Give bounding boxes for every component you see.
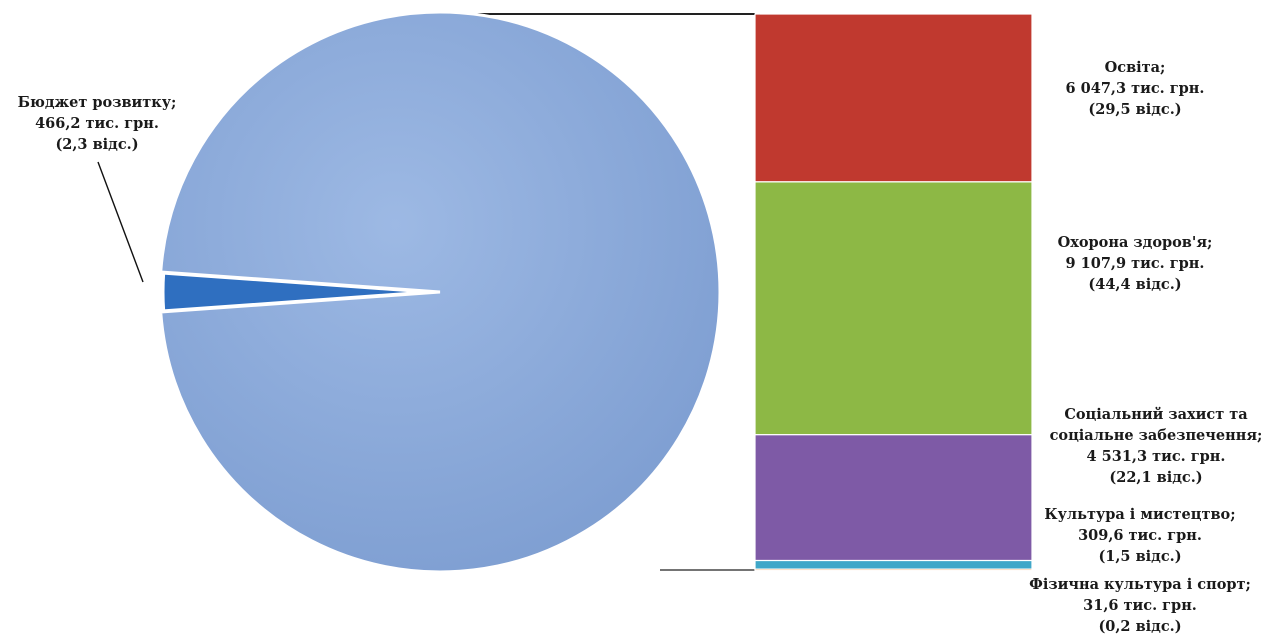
breakdown-bar: [754, 13, 1033, 572]
budget-leader-line: [97, 161, 144, 283]
label-budget-development: Бюджет розвитку; 466,2 тис. грн. (2,3 ві…: [2, 92, 192, 155]
label-value: 9 107,9 тис. грн.: [1065, 255, 1205, 272]
bar-segment-1: [754, 181, 1033, 436]
bar-segment-2: [754, 434, 1033, 562]
label-text: Охорона здоров'я;: [1057, 234, 1213, 251]
pie-slice-main: [159, 10, 722, 574]
pie: [159, 10, 722, 574]
label-text: Культура і мистецтво;: [1044, 506, 1236, 523]
label-value: 6 047,3 тис. грн.: [1065, 80, 1205, 97]
label-value: 466,2 тис. грн.: [35, 115, 159, 132]
label-percent: (44,4 відс.): [1088, 276, 1182, 293]
label-value: 309,6 тис. грн.: [1078, 527, 1202, 544]
connector-lines: [440, 13, 755, 571]
bar-segment-4: [754, 568, 1033, 572]
label-sport: Фізична культура і спорт; 31,6 тис. грн.…: [1020, 574, 1260, 637]
pie-slice-budget-development: [161, 271, 429, 313]
label-value: 4 531,3 тис. грн.: [1086, 448, 1226, 465]
label-percent: (0,2 відс.): [1098, 618, 1182, 635]
label-percent: (1,5 відс.): [1098, 548, 1182, 565]
label-education: Освіта; 6 047,3 тис. грн. (29,5 відс.): [1040, 57, 1230, 120]
label-text: Соціальний захист та соціальне забезпече…: [1049, 406, 1263, 444]
label-percent: (2,3 відс.): [55, 136, 139, 153]
bar-segment-0: [754, 13, 1033, 183]
label-health: Охорона здоров'я; 9 107,9 тис. грн. (44,…: [1040, 232, 1230, 295]
label-text: Бюджет розвитку;: [17, 94, 177, 111]
label-percent: (29,5 відс.): [1088, 101, 1182, 118]
label-culture: Культура і мистецтво; 309,6 тис. грн. (1…: [1040, 504, 1240, 567]
bar-segment-3: [754, 559, 1033, 570]
label-value: 31,6 тис. грн.: [1083, 597, 1197, 614]
label-percent: (22,1 відс.): [1109, 469, 1203, 486]
label-social-protection: Соціальний захист та соціальне забезпече…: [1040, 404, 1272, 488]
label-text: Фізична культура і спорт;: [1029, 576, 1251, 593]
label-text: Освіта;: [1104, 59, 1166, 76]
